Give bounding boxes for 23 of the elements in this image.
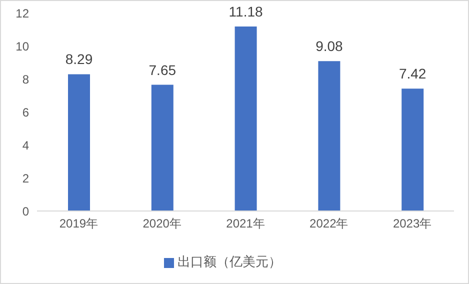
data-label: 8.29 xyxy=(65,51,93,68)
bar xyxy=(402,88,424,211)
bar xyxy=(68,74,90,211)
bar xyxy=(151,84,174,211)
bar xyxy=(318,61,340,211)
y-tick-label: 4 xyxy=(22,138,30,152)
x-tick-label: 2019年 xyxy=(59,216,98,231)
data-label: 7.65 xyxy=(148,62,176,78)
y-tick-label: 0 xyxy=(22,204,30,218)
x-tick-label: 2023年 xyxy=(392,216,432,231)
y-tick-label: 2 xyxy=(22,171,30,186)
data-label: 7.42 xyxy=(398,66,426,82)
data-label: 9.08 xyxy=(316,38,344,54)
x-tick-label: 2022年 xyxy=(310,216,348,231)
data-label: 11.18 xyxy=(228,4,264,20)
y-tick-label: 12 xyxy=(16,6,30,20)
legend-label: 出口额（亿美元） xyxy=(178,254,282,269)
y-tick-label: 6 xyxy=(22,105,30,120)
x-tick-label: 2021年 xyxy=(226,216,265,231)
x-tick-label: 2020年 xyxy=(142,216,182,231)
y-tick-label: 8 xyxy=(22,72,30,86)
y-tick-label: 10 xyxy=(16,39,30,54)
bar xyxy=(234,26,257,211)
